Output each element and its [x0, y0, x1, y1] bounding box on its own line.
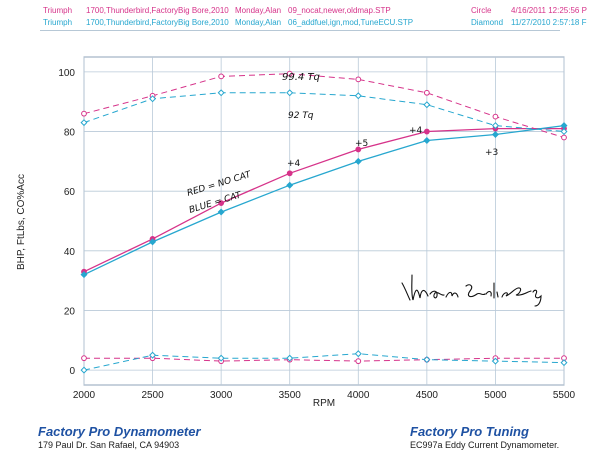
run-name: Triumph — [43, 18, 73, 27]
footer-dyno-model: EC997a Eddy Current Dynamometer. — [410, 440, 560, 450]
data-point-diamond — [286, 89, 294, 97]
data-point-diamond — [286, 181, 294, 189]
series-line-5 — [83, 353, 565, 371]
annotation-torque-nocat: 99.4 Tq — [282, 72, 320, 83]
footer-address: 179 Paul Dr. San Rafael, CA 94903 — [38, 440, 180, 450]
annotation-torque-cat: 92 Tq — [288, 111, 314, 121]
y-tick-label: 80 — [64, 128, 76, 139]
header-row-diamond: Triumph 1700,Thunderbird,FactoryBig Bore… — [0, 17, 594, 29]
data-point-circle — [81, 355, 87, 362]
data-point-diamond — [354, 92, 362, 100]
data-point-circle — [286, 170, 293, 177]
data-point-diamond — [354, 157, 362, 165]
data-point-diamond — [149, 238, 157, 246]
run-description: 1700,Thunderbird,FactoryBig Bore,2010 — [86, 18, 229, 27]
plot-frame — [83, 56, 565, 386]
footer-tuning-title: Factory Pro Tuning — [410, 424, 529, 439]
run-file: 09_nocat,newer,oldmap.STP — [288, 6, 391, 15]
y-tick-label: 100 — [58, 68, 75, 79]
data-point-diamond — [491, 357, 499, 365]
series-line-1 — [83, 124, 565, 276]
x-tick-label: 4500 — [416, 390, 439, 401]
run-description: 1700,Thunderbird,FactoryBig Bore,2010 — [86, 6, 229, 15]
series-layer — [80, 70, 568, 374]
series-line-0 — [83, 127, 564, 273]
header-divider — [40, 30, 560, 31]
data-point-diamond — [491, 122, 499, 130]
annotation-red-legend: RED = NO CAT — [186, 170, 254, 199]
data-point-diamond — [149, 95, 157, 103]
data-point-circle — [81, 110, 87, 117]
data-point-diamond — [286, 354, 294, 362]
y-axis-label: BHP, FtLbs, CO%Acc — [16, 174, 27, 270]
x-tick-label: 5500 — [553, 390, 576, 401]
data-point-circle — [286, 70, 293, 77]
annotation-gain-3500: +4 — [287, 159, 301, 169]
run-name: Triumph — [43, 6, 73, 15]
data-point-diamond — [491, 131, 499, 139]
x-tick-label: 5000 — [484, 390, 507, 401]
annotation-gain-5000: +3 — [485, 148, 498, 158]
handwritten-notes: 99.4 Tq 92 Tq RED = NO CAT BLUE = CAT +4… — [186, 72, 498, 216]
data-point-circle — [355, 76, 362, 83]
run-operator: Monday,Alan — [235, 6, 282, 15]
data-point-diamond — [80, 271, 88, 279]
data-point-circle — [561, 134, 567, 141]
data-point-circle — [355, 146, 362, 153]
x-axis-label: RPM — [313, 398, 335, 409]
annotation-gain-4500: +4 — [409, 126, 423, 136]
run-datetime: 4/16/2011 12:25:56 P — [511, 6, 587, 15]
data-point-diamond — [217, 89, 225, 97]
legend-marker-label: Diamond — [471, 18, 504, 27]
footer-company-title: Factory Pro Dynamometer — [38, 424, 201, 439]
series-line-4 — [84, 357, 564, 362]
data-point-diamond — [217, 208, 225, 216]
y-tick-label: 40 — [64, 247, 76, 258]
data-point-circle — [492, 113, 499, 120]
data-point-circle — [218, 200, 225, 207]
legend-marker-label: Circle — [471, 6, 492, 15]
data-point-circle — [218, 73, 225, 80]
data-point-diamond — [354, 350, 362, 358]
run-file: 06_addfuel,ign,mod,TuneECU.STP — [288, 18, 414, 27]
data-point-circle — [423, 128, 430, 135]
x-tick-label: 3000 — [210, 390, 233, 401]
data-point-diamond — [423, 136, 431, 144]
run-operator: Monday,Alan — [235, 18, 282, 27]
data-point-diamond — [423, 356, 431, 364]
y-tick-label: 60 — [64, 187, 76, 198]
x-tick-label: 4000 — [347, 390, 370, 401]
y-tick-label: 0 — [69, 366, 75, 377]
data-point-diamond — [423, 101, 431, 109]
x-tick-label: 3500 — [279, 390, 302, 401]
series-line-2 — [83, 73, 565, 138]
tick-labels: 2000 2500 3000 3500 4000 4500 5000 5500 0 20 40 60 8… — [58, 68, 575, 401]
grid — [83, 56, 565, 386]
data-point-circle — [423, 89, 430, 96]
data-point-circle — [355, 358, 362, 365]
data-point-diamond — [80, 119, 88, 127]
data-point-diamond — [560, 128, 568, 136]
data-point-diamond — [80, 366, 88, 374]
run-datetime: 11/27/2010 2:57:18 F — [511, 18, 587, 27]
header-row-circle: Triumph 1700,Thunderbird,FactoryBig Bore… — [0, 5, 594, 17]
x-tick-label: 2500 — [141, 390, 164, 401]
dyno-chart: 2000 2500 3000 3500 4000 4500 5000 5500 0 20 40 60 8… — [16, 56, 576, 409]
x-tick-label: 2000 — [73, 390, 96, 401]
series-line-3 — [83, 92, 565, 132]
signature — [401, 274, 542, 307]
annotation-gain-4000: +5 — [355, 139, 368, 149]
y-tick-label: 20 — [64, 306, 76, 317]
data-point-diamond — [560, 359, 568, 367]
data-point-diamond — [217, 354, 225, 362]
data-point-diamond — [149, 351, 157, 359]
